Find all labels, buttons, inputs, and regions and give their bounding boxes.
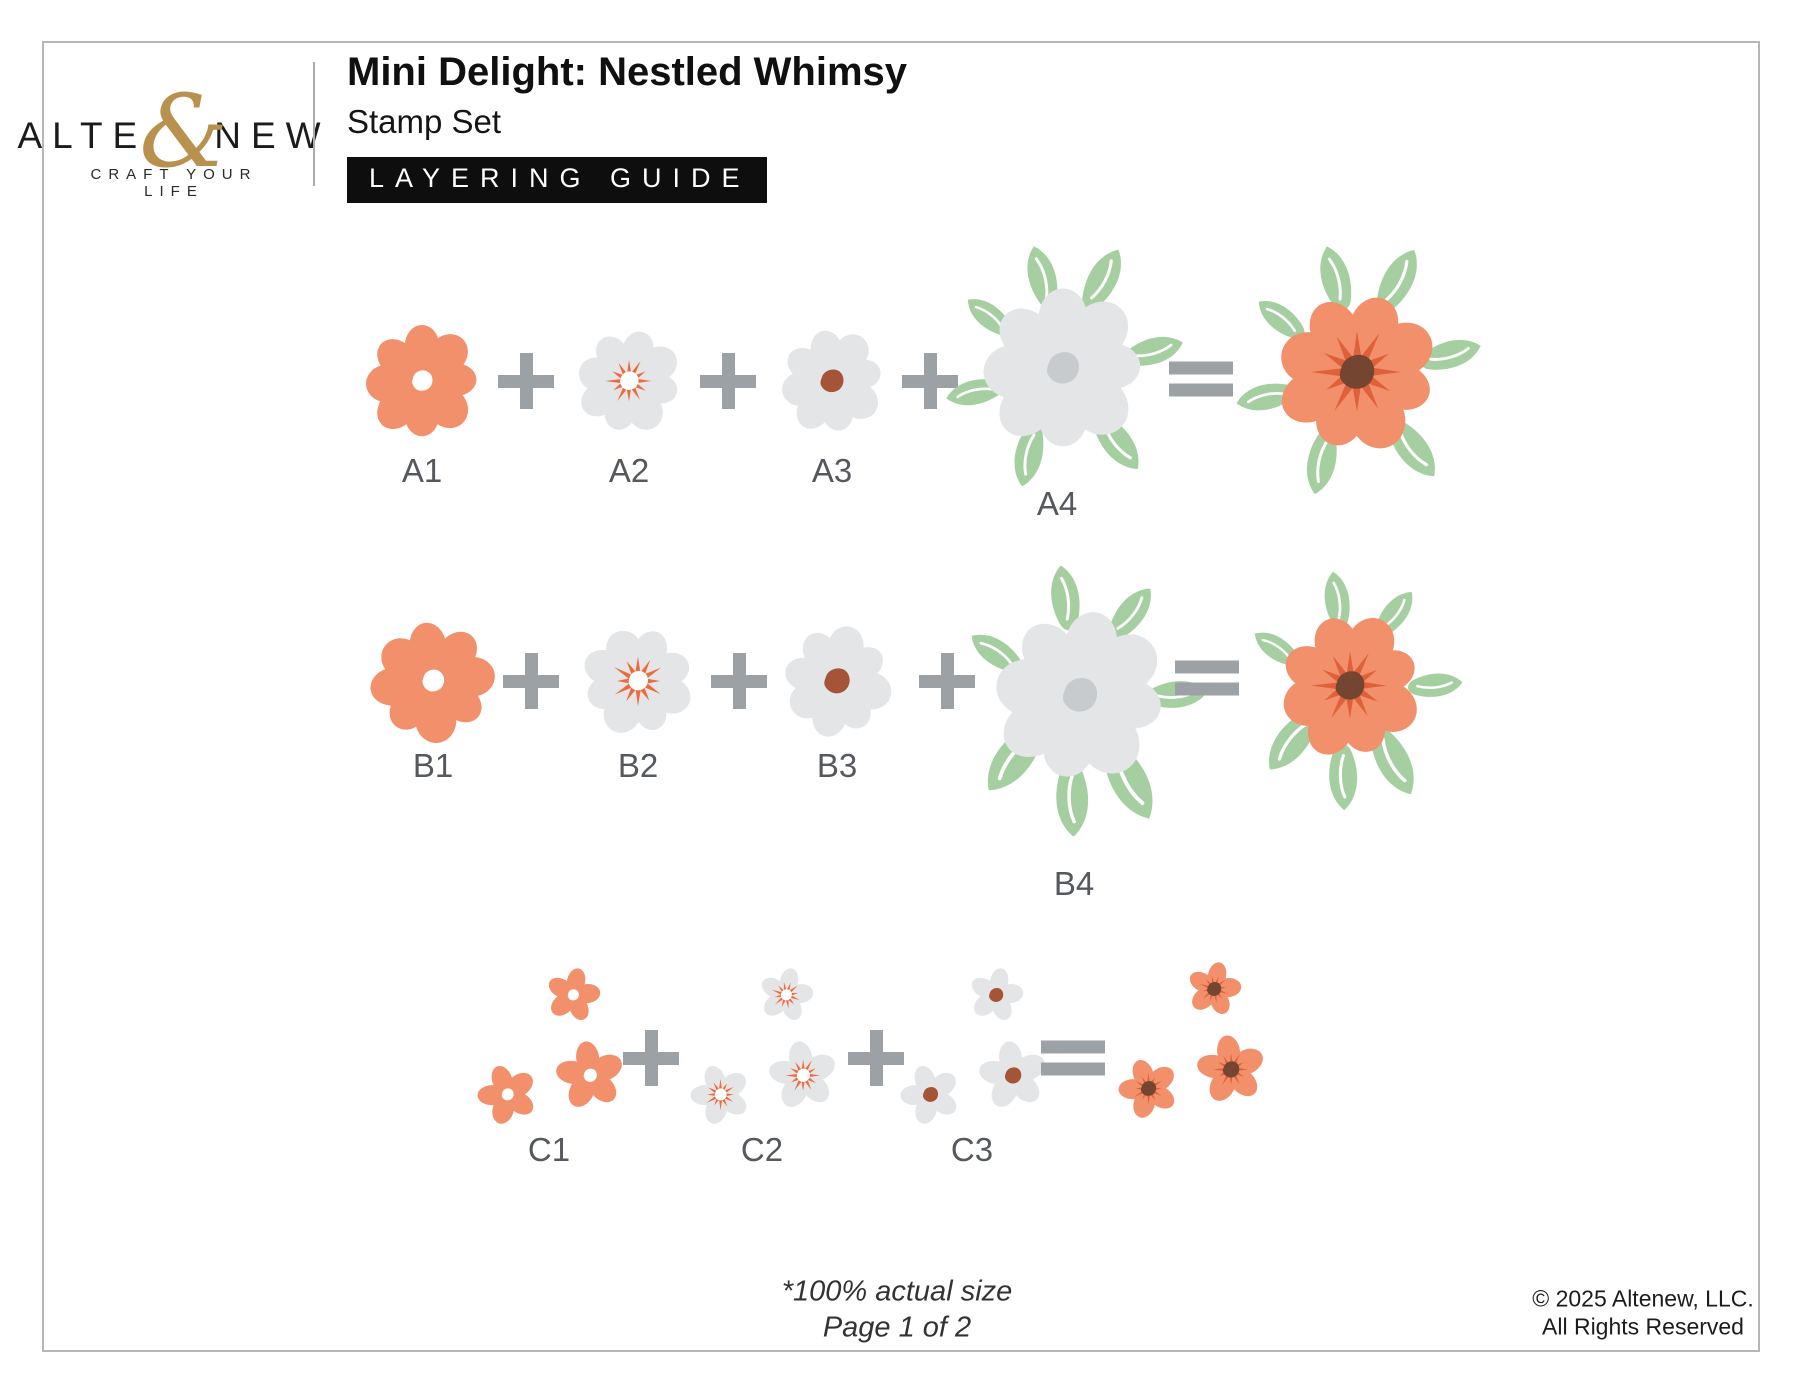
stamp-graphic-b4 (945, 555, 1215, 845)
stamp-label-b4: B4 (1053, 865, 1095, 902)
equals-icon (1175, 660, 1239, 696)
stamp-graphic-b3 (775, 619, 899, 743)
stamp-label-c3: C3 (950, 1131, 994, 1168)
stamp-label-c2: C2 (740, 1131, 784, 1168)
copyright-line-1: © 2025 Altenew, LLC. (1532, 1285, 1754, 1312)
stamp-label-a3: A3 (811, 452, 853, 489)
actual-size-note: *100% actual size (781, 1275, 1013, 1308)
plus-icon (919, 653, 975, 709)
stamp-graphic-c2 (680, 958, 850, 1138)
stamp-label-a2: A2 (608, 452, 650, 489)
stamp-graphic-a2 (570, 322, 688, 440)
stamp-label-a4: A4 (1036, 485, 1078, 522)
equals-icon (1169, 361, 1233, 397)
stamp-graphic-c3 (890, 958, 1060, 1138)
plus-icon (711, 653, 767, 709)
brand-word-right: NEW (214, 115, 331, 156)
plus-icon (700, 353, 756, 409)
copyright-line-2: All Rights Reserved (1542, 1313, 1744, 1339)
plus-icon (498, 353, 554, 409)
plus-icon (848, 1030, 904, 1086)
stamp-label-b2: B2 (617, 747, 659, 784)
brand-word-left: ALTE (17, 115, 148, 156)
stamp-graphic-c1 (467, 958, 637, 1138)
page-frame (42, 41, 1760, 1352)
layering-guide-badge: LAYERING GUIDE (347, 157, 767, 203)
brand-logo: ALTE & NEW CRAFT YOUR LIFE (17, 70, 331, 201)
title-block: Mini Delight: Nestled Whimsy Stamp Set L… (347, 50, 907, 203)
stamp-label-a1: A1 (401, 452, 443, 489)
row-c-result-flowers (1108, 952, 1278, 1132)
row-a-result-flower (1228, 243, 1486, 501)
stamp-label-b3: B3 (816, 747, 858, 784)
page-subtitle: Stamp Set (347, 103, 502, 140)
stamp-graphic-b1 (364, 612, 502, 750)
stamp-graphic-b2 (576, 619, 700, 743)
plus-icon (503, 653, 559, 709)
page-title: Mini Delight: Nestled Whimsy (347, 50, 908, 94)
brand-wordmark: ALTE & NEW (17, 73, 331, 190)
brand-tagline: CRAFT YOUR LIFE (90, 166, 258, 200)
stamp-graphic-a3 (773, 322, 890, 440)
plus-icon (902, 353, 958, 409)
stamp-graphic-a1 (364, 324, 477, 438)
copyright: © 2025 Altenew, LLC. All Rights Reserved (1532, 1285, 1754, 1340)
header-divider (313, 62, 315, 186)
row-b-result-flower (1231, 563, 1469, 818)
stamp-label-b1: B1 (412, 747, 454, 784)
equals-icon (1041, 1040, 1105, 1076)
stamp-label-c1: C1 (527, 1131, 571, 1168)
plus-icon (623, 1030, 679, 1086)
page-number: Page 1 of 2 (822, 1311, 972, 1344)
stamp-graphic-a4 (938, 243, 1188, 493)
